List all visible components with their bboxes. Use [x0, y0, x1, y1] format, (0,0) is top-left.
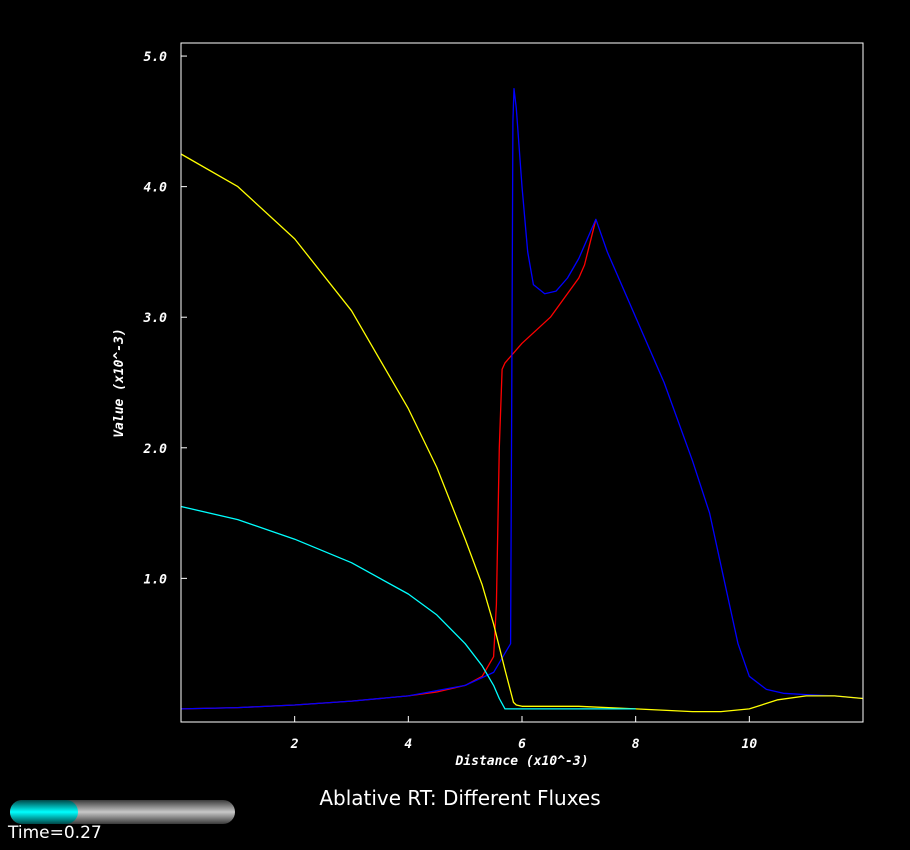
- x-tick-label: 8: [632, 737, 640, 752]
- series-3: [180, 153, 864, 713]
- y-tick-label: 2.0: [143, 442, 168, 457]
- x-axis-title: Distance (x10^-3): [454, 754, 588, 769]
- series-line-2: [180, 88, 864, 710]
- plot-frame: [180, 42, 864, 723]
- series-layer: [180, 88, 864, 713]
- y-axis-title: Value (x10^-3): [112, 328, 127, 438]
- y-tick-label: 3.0: [143, 311, 168, 326]
- series-1: [180, 219, 597, 710]
- time-label: Time=0.27: [8, 823, 102, 843]
- plot-title: Ablative RT: Different Fluxes: [319, 786, 601, 810]
- x-tick-label: 6: [518, 737, 526, 752]
- x-axis-ticks: 2 4 6 8 10: [290, 716, 758, 752]
- y-tick-label: 5.0: [144, 50, 168, 65]
- series-line-4: [180, 505, 636, 710]
- series-2: [180, 88, 864, 710]
- x-tick-label: 4: [404, 737, 412, 752]
- series-line-3: [180, 153, 864, 713]
- y-axis-ticks: 1.0 2.0 3.0 4.0 5.0: [143, 50, 187, 587]
- series-4: [180, 505, 636, 710]
- time-slider-fill: [10, 800, 78, 824]
- time-slider[interactable]: [10, 800, 235, 824]
- y-tick-label: 4.0: [144, 181, 168, 196]
- series-line-1: [180, 219, 597, 710]
- y-tick-label: 1.0: [144, 572, 168, 587]
- x-tick-label: 10: [742, 737, 758, 752]
- x-tick-label: 2: [290, 737, 299, 752]
